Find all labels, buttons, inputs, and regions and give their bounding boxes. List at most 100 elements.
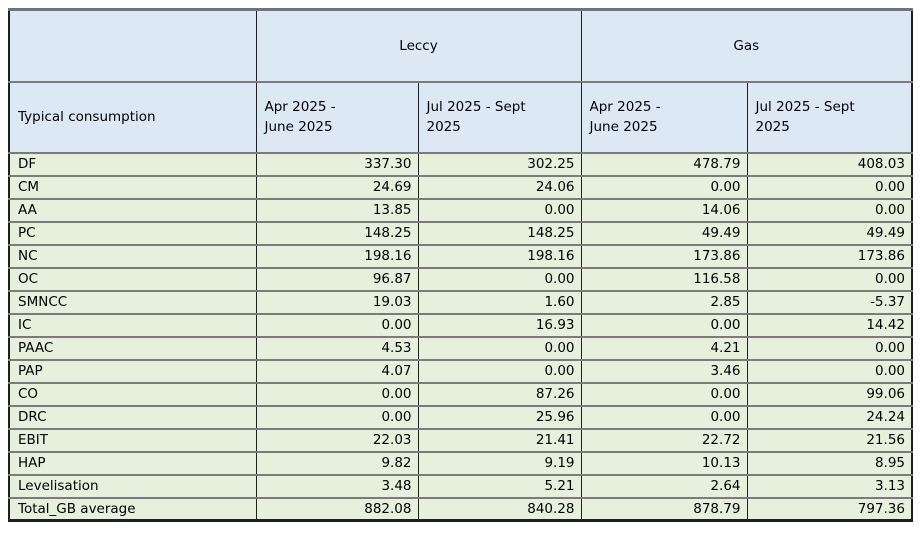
value-cell: 0.00 [255, 381, 419, 407]
value-cell: 0.00 [580, 404, 748, 430]
value-cell: 4.07 [255, 358, 419, 384]
row-label-cell: Levelisation [8, 473, 257, 499]
corner-cell [8, 8, 257, 83]
row-label-cell: OC [8, 266, 257, 292]
value-cell: 10.13 [580, 450, 748, 476]
table-row: CO 0.00 87.26 0.00 99.06 [8, 381, 913, 407]
table-row: PAP 4.07 0.00 3.46 0.00 [8, 358, 913, 384]
row-label-cell: EBIT [8, 427, 257, 453]
value-cell: 878.79 [580, 496, 748, 522]
period-line: Apr 2025 - [264, 98, 336, 115]
row-label-cell: NC [8, 243, 257, 269]
value-cell: 9.82 [255, 450, 419, 476]
value-cell: 4.21 [580, 335, 748, 361]
value-cell: 797.36 [746, 496, 913, 522]
value-cell: 5.21 [417, 473, 582, 499]
value-cell: 19.03 [255, 289, 419, 315]
value-cell: 148.25 [255, 220, 419, 246]
table-row: CM 24.69 24.06 0.00 0.00 [8, 174, 913, 200]
table-row: SMNCC 19.03 1.60 2.85 -5.37 [8, 289, 913, 315]
value-cell: 840.28 [417, 496, 582, 522]
group-header-gas: Gas [580, 8, 913, 83]
row-label-cell: AA [8, 197, 257, 223]
value-cell: 148.25 [417, 220, 582, 246]
table-row: DF 337.30 302.25 478.79 408.03 [8, 151, 913, 177]
value-cell: 22.03 [255, 427, 419, 453]
value-cell: 337.30 [255, 151, 419, 177]
value-cell: 96.87 [255, 266, 419, 292]
value-cell: 173.86 [746, 243, 913, 269]
value-cell: 0.00 [746, 358, 913, 384]
value-cell: 87.26 [417, 381, 582, 407]
period-line: Jul 2025 - Sept [426, 98, 526, 115]
row-label-cell: Total_GB average [8, 496, 257, 522]
value-cell: 3.13 [746, 473, 913, 499]
table-row: Total_GB average 882.08 840.28 878.79 797.36 [8, 496, 913, 522]
period-header-leccy-q2: Apr 2025 - June 2025 [255, 80, 419, 154]
value-cell: 0.00 [580, 174, 748, 200]
value-cell: 24.06 [417, 174, 582, 200]
value-cell: 0.00 [417, 197, 582, 223]
table-row: NC 198.16 198.16 173.86 173.86 [8, 243, 913, 269]
value-cell: 1.60 [417, 289, 582, 315]
table-row: Levelisation 3.48 5.21 2.64 3.13 [8, 473, 913, 499]
row-label-cell: HAP [8, 450, 257, 476]
table-body: DF 337.30 302.25 478.79 408.03 CM 24.69 24.06 0.… [8, 151, 913, 522]
value-cell: 302.25 [417, 151, 582, 177]
value-cell: 14.06 [580, 197, 748, 223]
group-header-leccy: Leccy [255, 8, 582, 83]
value-cell: 0.00 [580, 312, 748, 338]
row-label-cell: PAP [8, 358, 257, 384]
value-cell: 24.24 [746, 404, 913, 430]
table-row: HAP 9.82 9.19 10.13 8.95 [8, 450, 913, 476]
period-line: 2025 [426, 119, 461, 135]
value-cell: 0.00 [746, 266, 913, 292]
value-cell: 408.03 [746, 151, 913, 177]
value-cell: 3.48 [255, 473, 419, 499]
period-header-leccy-q3: Jul 2025 - Sept 2025 [417, 80, 582, 154]
value-cell: 13.85 [255, 197, 419, 223]
value-cell: 2.64 [580, 473, 748, 499]
value-cell: 0.00 [746, 197, 913, 223]
group-header-row: Leccy Gas [8, 8, 913, 83]
row-label-cell: PC [8, 220, 257, 246]
table-header: Leccy Gas Typical consumption Apr 2025 -… [8, 8, 913, 154]
value-cell: 99.06 [746, 381, 913, 407]
value-cell: 173.86 [580, 243, 748, 269]
value-cell: 16.93 [417, 312, 582, 338]
row-label-cell: DF [8, 151, 257, 177]
table-row: PC 148.25 148.25 49.49 49.49 [8, 220, 913, 246]
period-header-gas-q3: Jul 2025 - Sept 2025 [746, 80, 913, 154]
value-cell: 14.42 [746, 312, 913, 338]
value-cell: 0.00 [580, 381, 748, 407]
table-row: OC 96.87 0.00 116.58 0.00 [8, 266, 913, 292]
value-cell: 198.16 [417, 243, 582, 269]
value-cell: 49.49 [580, 220, 748, 246]
value-cell: 478.79 [580, 151, 748, 177]
row-label-cell: CO [8, 381, 257, 407]
value-cell: 882.08 [255, 496, 419, 522]
value-cell: 0.00 [255, 312, 419, 338]
value-cell: 0.00 [417, 266, 582, 292]
value-cell: 25.96 [417, 404, 582, 430]
value-cell: 116.58 [580, 266, 748, 292]
value-cell: 21.41 [417, 427, 582, 453]
period-line: June 2025 [264, 119, 333, 135]
consumption-table: Leccy Gas Typical consumption Apr 2025 -… [8, 8, 913, 522]
row-label-cell: SMNCC [8, 289, 257, 315]
value-cell: 21.56 [746, 427, 913, 453]
value-cell: 2.85 [580, 289, 748, 315]
value-cell: 8.95 [746, 450, 913, 476]
value-cell: -5.37 [746, 289, 913, 315]
period-header-row: Typical consumption Apr 2025 - June 2025… [8, 80, 913, 154]
value-cell: 0.00 [255, 404, 419, 430]
period-header-gas-q2: Apr 2025 - June 2025 [580, 80, 748, 154]
value-cell: 0.00 [746, 335, 913, 361]
value-cell: 3.46 [580, 358, 748, 384]
value-cell: 0.00 [417, 335, 582, 361]
value-cell: 24.69 [255, 174, 419, 200]
value-cell: 0.00 [417, 358, 582, 384]
period-line: June 2025 [589, 119, 658, 135]
value-cell: 198.16 [255, 243, 419, 269]
value-cell: 4.53 [255, 335, 419, 361]
